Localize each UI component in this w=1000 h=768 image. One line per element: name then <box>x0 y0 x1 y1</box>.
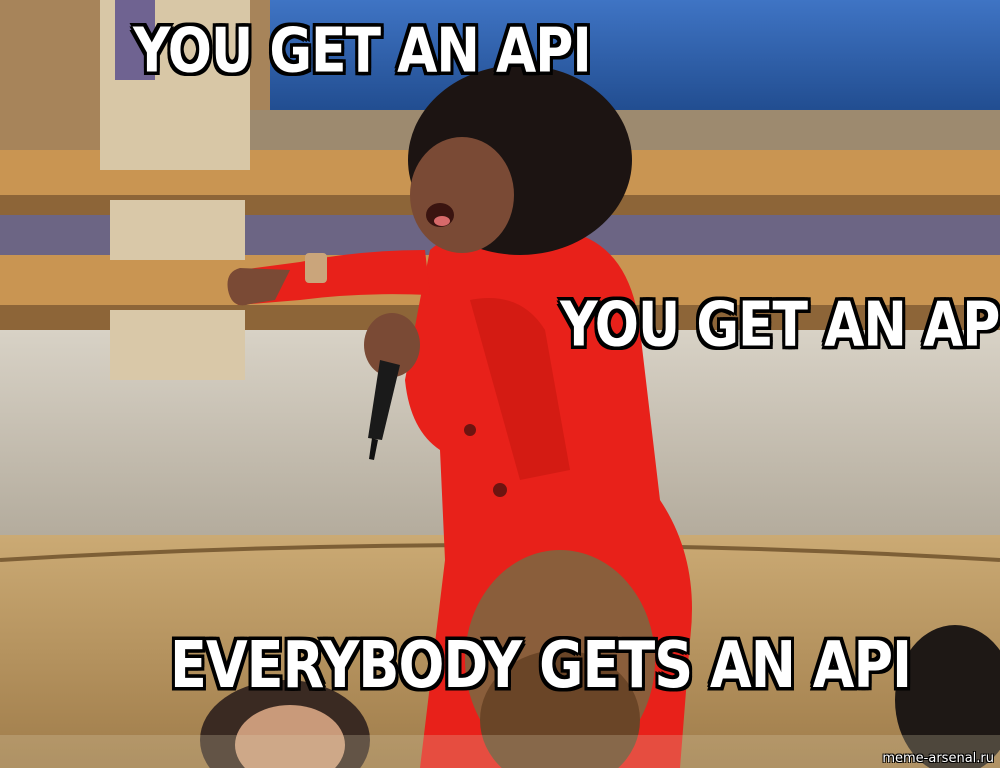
caption-top: YOU GET AN API <box>133 16 592 87</box>
pointing-arm <box>233 250 430 305</box>
microphone <box>368 360 400 440</box>
caption-bottom: EVERYBODY GETS AN API <box>170 628 912 703</box>
wrist-watch <box>305 253 327 283</box>
audience-head <box>895 625 1000 768</box>
watermark: meme-arsenal.ru <box>882 751 994 766</box>
face <box>410 137 514 253</box>
tv-screen <box>270 0 1000 120</box>
mic-hand <box>364 313 420 377</box>
pointing-hand <box>227 268 290 306</box>
caption-middle: YOU GET AN API <box>560 290 1000 361</box>
